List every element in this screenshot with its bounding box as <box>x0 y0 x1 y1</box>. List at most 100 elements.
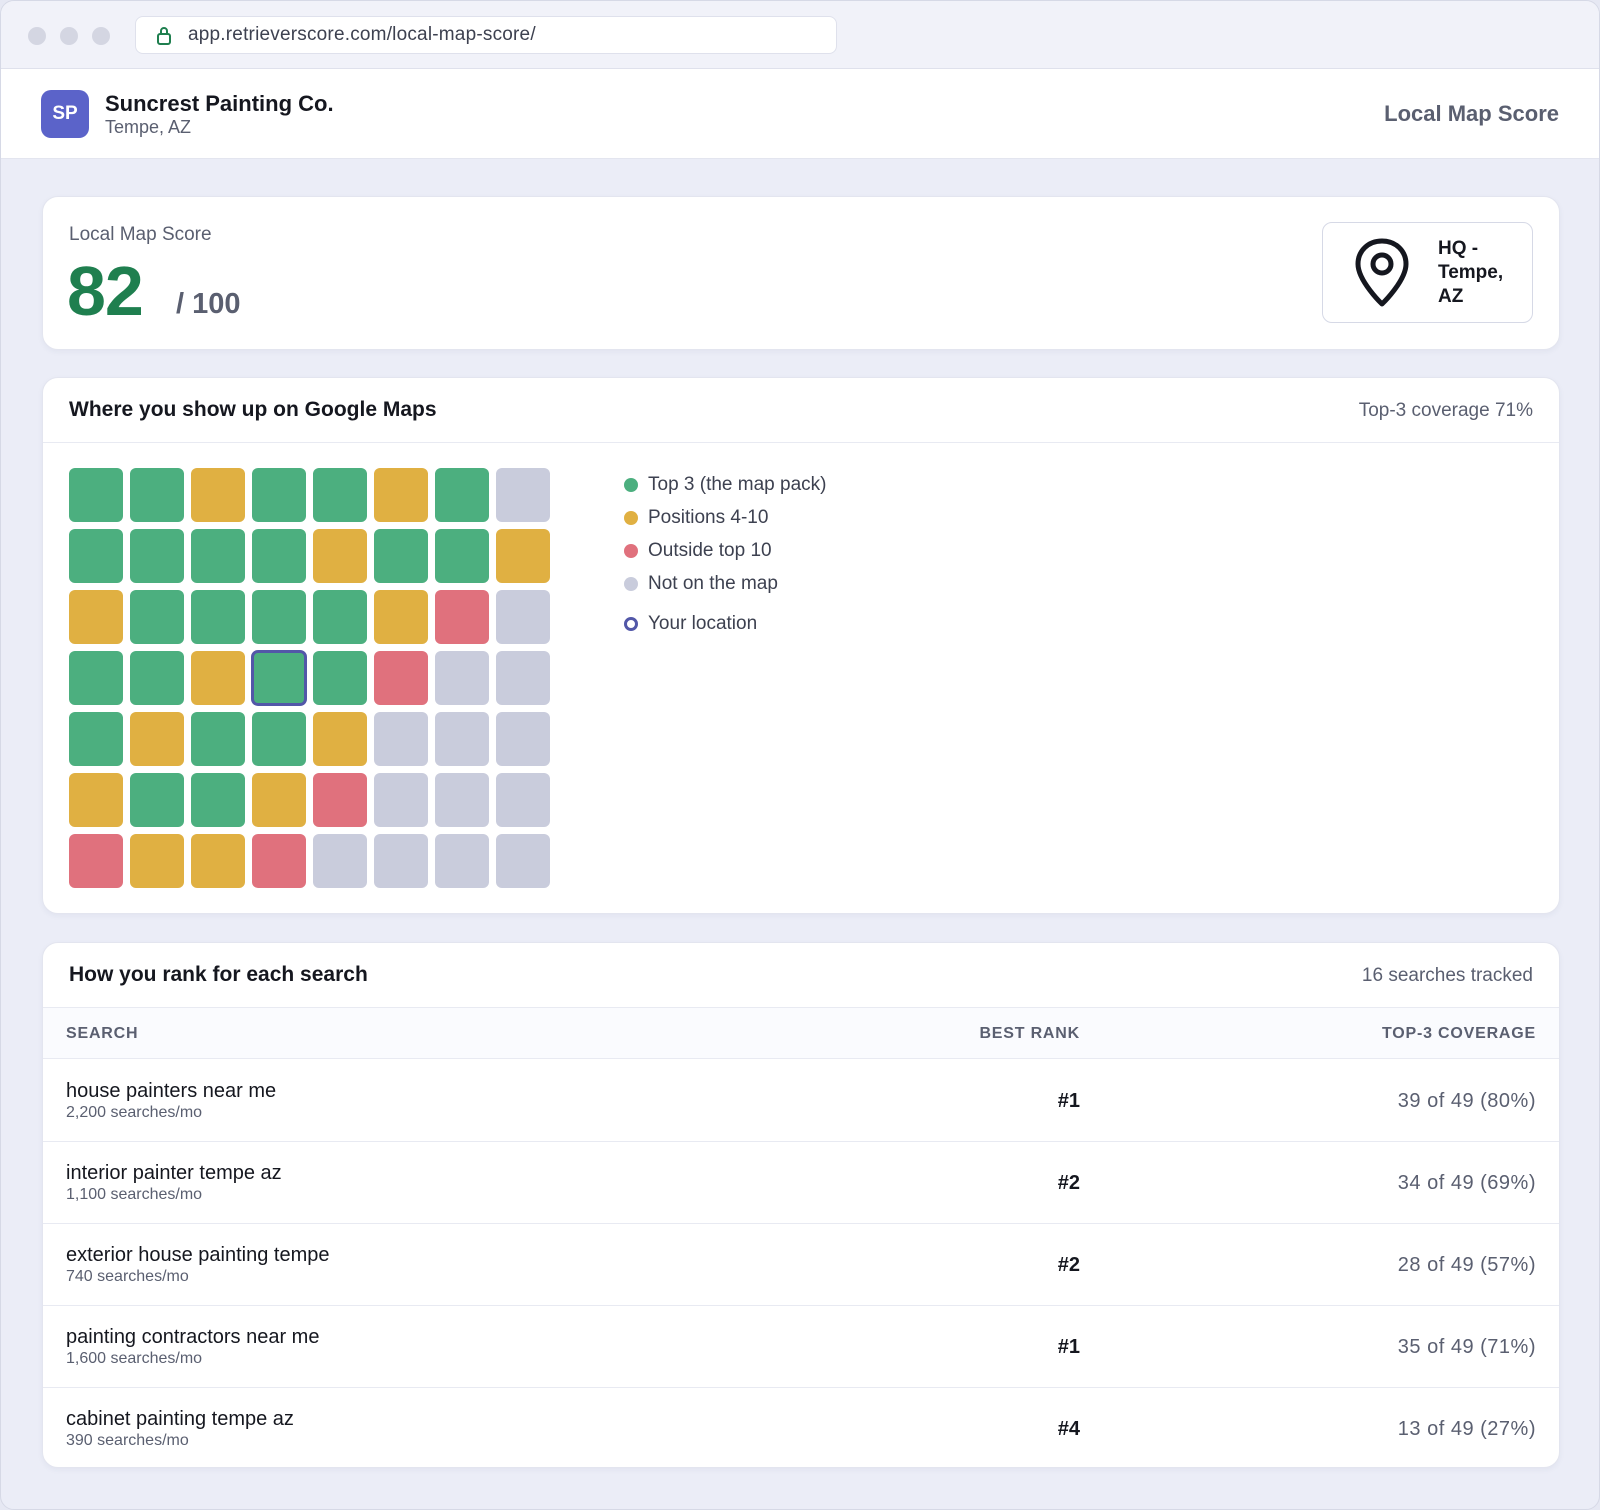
grid-cell-none[interactable] <box>435 712 489 766</box>
table-row[interactable]: painting contractors near me 1,600 searc… <box>43 1306 1559 1388</box>
business-location: Tempe, AZ <box>105 117 192 137</box>
grid-cell-none[interactable] <box>374 773 428 827</box>
grid-cell-mid[interactable] <box>252 773 306 827</box>
grid-cell-none[interactable] <box>374 834 428 888</box>
grid-cell-top3[interactable] <box>435 468 489 522</box>
browser-chrome: app.retrieverscore.com/local-map-score/ <box>1 1 1599 69</box>
location-selector[interactable]: HQ - Tempe, AZ <box>1322 222 1533 323</box>
legend-label: Top 3 (the map pack) <box>648 473 827 495</box>
grid-cell-none[interactable] <box>496 834 550 888</box>
search-ranks-card: How you rank for each search 16 searches… <box>42 942 1560 1468</box>
grid-cell-mid[interactable] <box>374 590 428 644</box>
search-volume: 390 searches/mo <box>66 1432 189 1449</box>
grid-cell-top3[interactable] <box>191 590 245 644</box>
grid-cell-none[interactable] <box>313 834 367 888</box>
grid-cell-mid[interactable] <box>496 529 550 583</box>
grid-cell-mid[interactable] <box>191 834 245 888</box>
best-rank: #2 <box>1057 1172 1080 1194</box>
grid-cell-none[interactable] <box>374 712 428 766</box>
grid-cell-top3[interactable] <box>252 529 306 583</box>
grid-cell-none[interactable] <box>496 651 550 705</box>
grid-cell-mid[interactable] <box>191 468 245 522</box>
legend-label: Not on the map <box>648 572 778 594</box>
legend-swatch-out <box>624 543 638 558</box>
legend-swatch-none <box>624 576 638 591</box>
legend-label: Outside top 10 <box>648 539 772 561</box>
window-close-dot[interactable] <box>28 27 46 45</box>
grid-cell-top3[interactable] <box>313 468 367 522</box>
grid-cell-mid[interactable] <box>313 529 367 583</box>
search-query: house painters near me <box>66 1080 277 1102</box>
top3-coverage-value: 34 of 49 (69%) <box>1397 1172 1536 1194</box>
legend-item-top3: Top 3 (the map pack) <box>624 468 826 501</box>
grid-cell-top3[interactable] <box>69 651 123 705</box>
column-header-coverage[interactable]: TOP-3 COVERAGE <box>1381 1025 1536 1042</box>
score-label: Local Map Score <box>69 224 212 245</box>
grid-cell-none[interactable] <box>496 590 550 644</box>
map-card-title: Where you show up on Google Maps <box>69 398 437 421</box>
best-rank: #1 <box>1057 1090 1080 1112</box>
grid-cell-top3[interactable] <box>191 529 245 583</box>
grid-cell-top3[interactable] <box>313 651 367 705</box>
rank-grid <box>69 468 550 888</box>
grid-cell-top3[interactable] <box>130 773 184 827</box>
table-row[interactable]: exterior house painting tempe 740 search… <box>43 1224 1559 1306</box>
window-maximize-dot[interactable] <box>92 27 110 45</box>
grid-cell-out[interactable] <box>252 834 306 888</box>
grid-cell-top3[interactable] <box>313 590 367 644</box>
grid-cell-mid[interactable] <box>130 712 184 766</box>
legend-swatch-top3 <box>624 477 638 492</box>
grid-cell-top3[interactable] <box>374 529 428 583</box>
grid-cell-out[interactable] <box>313 773 367 827</box>
map-pin-icon <box>1355 238 1409 307</box>
grid-cell-none[interactable] <box>496 712 550 766</box>
window-minimize-dot[interactable] <box>60 27 78 45</box>
lock-icon <box>156 25 174 45</box>
grid-cell-top3[interactable] <box>435 529 489 583</box>
grid-cell-out[interactable] <box>69 834 123 888</box>
grid-cell-none[interactable] <box>496 773 550 827</box>
grid-cell-none[interactable] <box>435 773 489 827</box>
grid-cell-top3[interactable] <box>130 468 184 522</box>
grid-cell-none[interactable] <box>435 651 489 705</box>
legend-label: Your location <box>648 612 758 634</box>
grid-cell-top3[interactable] <box>69 712 123 766</box>
grid-cell-mid[interactable] <box>69 773 123 827</box>
grid-cell-none[interactable] <box>496 468 550 522</box>
grid-cell-top3[interactable] <box>69 468 123 522</box>
grid-cell-out[interactable] <box>374 651 428 705</box>
legend-swatch-you <box>624 616 638 631</box>
business-avatar: SP <box>41 90 89 138</box>
grid-cell-top3[interactable] <box>191 773 245 827</box>
address-bar[interactable]: app.retrieverscore.com/local-map-score/ <box>135 16 837 54</box>
search-query: exterior house painting tempe <box>66 1244 330 1266</box>
legend-item-none: Not on the map <box>624 567 826 600</box>
column-header-search[interactable]: SEARCH <box>66 1025 139 1042</box>
legend-label: Positions 4-10 <box>648 506 769 528</box>
grid-cell-top3[interactable] <box>130 529 184 583</box>
business-name: Suncrest Painting Co. <box>105 91 334 116</box>
grid-cell-top3[interactable] <box>130 590 184 644</box>
grid-cell-mid[interactable] <box>313 712 367 766</box>
grid-cell-mid[interactable] <box>191 651 245 705</box>
map-coverage-card: Where you show up on Google Maps Top-3 c… <box>42 377 1560 914</box>
grid-cell-top3[interactable] <box>252 590 306 644</box>
grid-cell-mid[interactable] <box>374 468 428 522</box>
grid-cell-mid[interactable] <box>69 590 123 644</box>
grid-cell-mid[interactable] <box>130 834 184 888</box>
table-row[interactable]: interior painter tempe az 1,100 searches… <box>43 1142 1559 1224</box>
table-row[interactable]: cabinet painting tempe az 390 searches/m… <box>43 1388 1559 1467</box>
legend-item-mid: Positions 4-10 <box>624 501 826 534</box>
grid-cell-your-location[interactable] <box>251 650 307 706</box>
grid-cell-none[interactable] <box>435 834 489 888</box>
grid-cell-top3[interactable] <box>252 712 306 766</box>
grid-cell-out[interactable] <box>435 590 489 644</box>
grid-cell-top3[interactable] <box>252 468 306 522</box>
column-header-best-rank[interactable]: BEST RANK <box>979 1025 1080 1042</box>
table-row[interactable]: house painters near me 2,200 searches/mo… <box>43 1060 1559 1142</box>
grid-cell-top3[interactable] <box>69 529 123 583</box>
grid-cell-top3[interactable] <box>191 712 245 766</box>
map-legend: Top 3 (the map pack) Positions 4-10 Outsid… <box>624 468 826 640</box>
score-card: Local Map Score 82 / 100 HQ - Tempe, AZ <box>42 196 1560 350</box>
grid-cell-top3[interactable] <box>130 651 184 705</box>
